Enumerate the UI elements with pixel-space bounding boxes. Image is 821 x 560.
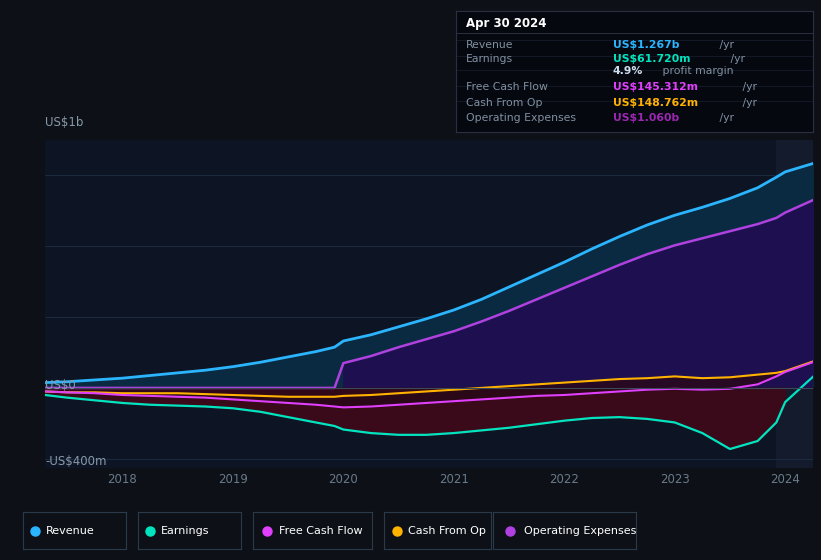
Text: Earnings: Earnings	[161, 526, 209, 535]
Text: /yr: /yr	[716, 113, 734, 123]
Text: /yr: /yr	[727, 54, 745, 64]
Text: US$148.762m: US$148.762m	[612, 97, 698, 108]
Text: US$1.267b: US$1.267b	[612, 40, 679, 50]
Text: US$1.060b: US$1.060b	[612, 113, 679, 123]
Text: Free Cash Flow: Free Cash Flow	[279, 526, 363, 535]
Text: US$0: US$0	[45, 379, 76, 391]
Text: /yr: /yr	[739, 97, 756, 108]
Text: /yr: /yr	[739, 82, 756, 92]
Text: US$145.312m: US$145.312m	[612, 82, 698, 92]
Text: Operating Expenses: Operating Expenses	[524, 526, 636, 535]
Text: Apr 30 2024: Apr 30 2024	[466, 17, 547, 30]
Text: US$1b: US$1b	[45, 116, 84, 129]
Text: profit margin: profit margin	[658, 67, 733, 76]
Text: Earnings: Earnings	[466, 54, 513, 64]
Text: Revenue: Revenue	[46, 526, 94, 535]
Bar	[777, 140, 813, 468]
Text: 4.9%: 4.9%	[612, 67, 643, 76]
Text: /yr: /yr	[716, 40, 734, 50]
Text: Revenue: Revenue	[466, 40, 514, 50]
Text: Operating Expenses: Operating Expenses	[466, 113, 576, 123]
Text: Free Cash Flow: Free Cash Flow	[466, 82, 548, 92]
Text: US$61.720m: US$61.720m	[612, 54, 690, 64]
Text: Cash From Op: Cash From Op	[408, 526, 485, 535]
Text: Cash From Op: Cash From Op	[466, 97, 543, 108]
Text: -US$400m: -US$400m	[45, 455, 107, 468]
